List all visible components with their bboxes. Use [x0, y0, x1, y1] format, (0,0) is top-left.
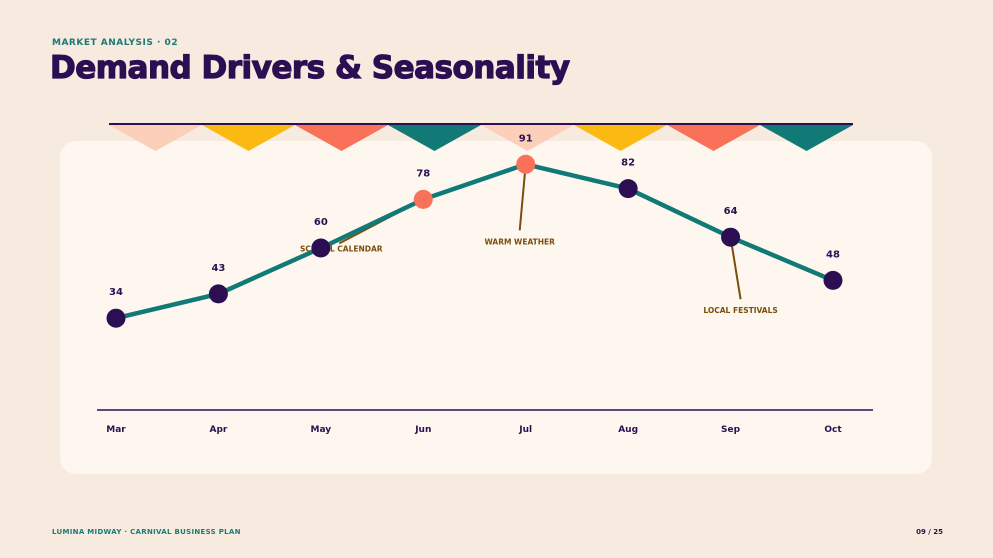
- footer-label: LUMINA MIDWAY · CARNIVAL BUSINESS PLAN: [52, 528, 241, 536]
- page-title: Demand Drivers & Seasonality: [49, 49, 570, 86]
- callout-label: WARM WEATHER: [484, 237, 555, 246]
- x-tick-label: Aug: [618, 425, 638, 435]
- data-point: [208, 284, 228, 304]
- x-tick-label: Sep: [721, 425, 741, 435]
- data-point: [823, 270, 843, 290]
- data-point: [413, 189, 433, 209]
- bunting-flag: [760, 125, 853, 151]
- callout-label: SCHOOL CALENDAR: [300, 244, 383, 253]
- bunting-flag: [481, 125, 574, 151]
- data-label: 91: [519, 133, 533, 144]
- callout-label: LOCAL FESTIVALS: [703, 306, 777, 315]
- x-tick-label: Jun: [414, 425, 431, 435]
- bunting-flag: [202, 125, 295, 151]
- callouts: SCHOOL CALENDAR WARM WEATHER LOCAL FESTIVA…: [300, 164, 778, 315]
- eyebrow-label: MARKET ANALYSIS · 02: [52, 38, 179, 48]
- data-point: [106, 308, 126, 328]
- data-label: 43: [211, 263, 225, 274]
- page-number: 09 / 25: [916, 528, 943, 536]
- x-tick-label: Jul: [518, 425, 532, 435]
- data-point: [311, 238, 331, 258]
- bunting-decoration: [109, 123, 853, 151]
- data-point: [516, 154, 536, 174]
- data-label: 78: [416, 168, 430, 179]
- callout-leader: [518, 164, 527, 231]
- data-label: 60: [314, 217, 328, 228]
- data-label: 64: [724, 206, 738, 217]
- chart-card: [60, 141, 932, 474]
- x-tick-label: Oct: [824, 425, 842, 435]
- bunting-flag: [109, 125, 202, 151]
- callout-leader: [729, 237, 742, 300]
- bunting-flag: [574, 125, 667, 151]
- series-line: [113, 162, 836, 321]
- data-point: [618, 179, 638, 199]
- data-label: 82: [621, 158, 635, 169]
- x-tick-label: Mar: [106, 425, 126, 435]
- data-label: 48: [826, 249, 840, 260]
- data-label: 34: [109, 287, 123, 298]
- bunting-flag: [295, 125, 388, 151]
- x-tick-label: May: [311, 425, 332, 435]
- bunting-flag: [388, 125, 481, 151]
- x-tick-label: Apr: [209, 425, 227, 435]
- data-point: [721, 227, 741, 247]
- bunting-flag: [667, 125, 760, 151]
